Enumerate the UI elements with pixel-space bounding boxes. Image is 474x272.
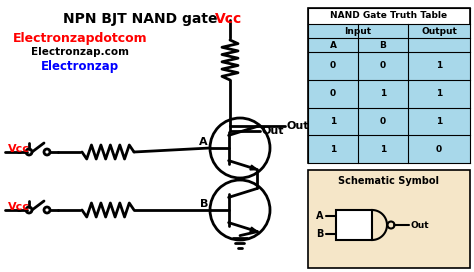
- Text: Out: Out: [287, 121, 310, 131]
- Polygon shape: [250, 227, 257, 232]
- Text: A: A: [200, 137, 208, 147]
- Text: Electronzap.com: Electronzap.com: [31, 47, 129, 57]
- Text: Vcc: Vcc: [8, 202, 30, 212]
- Text: Out: Out: [411, 221, 429, 230]
- Text: Vcc: Vcc: [215, 12, 243, 26]
- Text: 1: 1: [436, 61, 442, 70]
- Text: Output: Output: [421, 26, 457, 36]
- Text: 1: 1: [380, 89, 386, 98]
- Bar: [308, 24, 470, 163]
- Text: 0: 0: [330, 89, 336, 98]
- Text: Out: Out: [262, 126, 284, 136]
- Text: NPN BJT NAND gate: NPN BJT NAND gate: [63, 12, 217, 26]
- Text: 0: 0: [436, 145, 442, 154]
- Text: B: B: [316, 229, 324, 239]
- Text: Schematic Symbol: Schematic Symbol: [338, 176, 439, 186]
- Text: A: A: [316, 211, 324, 221]
- Text: 0: 0: [330, 61, 336, 70]
- Text: Electronzapdotcom: Electronzapdotcom: [13, 32, 147, 45]
- Text: NAND Gate Truth Table: NAND Gate Truth Table: [330, 11, 447, 20]
- Text: 1: 1: [330, 117, 336, 126]
- Text: A: A: [329, 41, 337, 50]
- Bar: [308, 170, 470, 268]
- Text: Electronzap: Electronzap: [41, 60, 119, 73]
- Text: 1: 1: [436, 89, 442, 98]
- Text: 1: 1: [380, 145, 386, 154]
- Text: Input: Input: [345, 26, 372, 36]
- Bar: [308, 8, 470, 163]
- Text: B: B: [380, 41, 386, 50]
- Polygon shape: [250, 165, 257, 170]
- Text: B: B: [200, 199, 208, 209]
- Text: 1: 1: [330, 145, 336, 154]
- Text: 0: 0: [380, 61, 386, 70]
- Text: 0: 0: [380, 117, 386, 126]
- Text: Vcc: Vcc: [8, 144, 30, 154]
- Text: 1: 1: [436, 117, 442, 126]
- Bar: [336, 210, 372, 240]
